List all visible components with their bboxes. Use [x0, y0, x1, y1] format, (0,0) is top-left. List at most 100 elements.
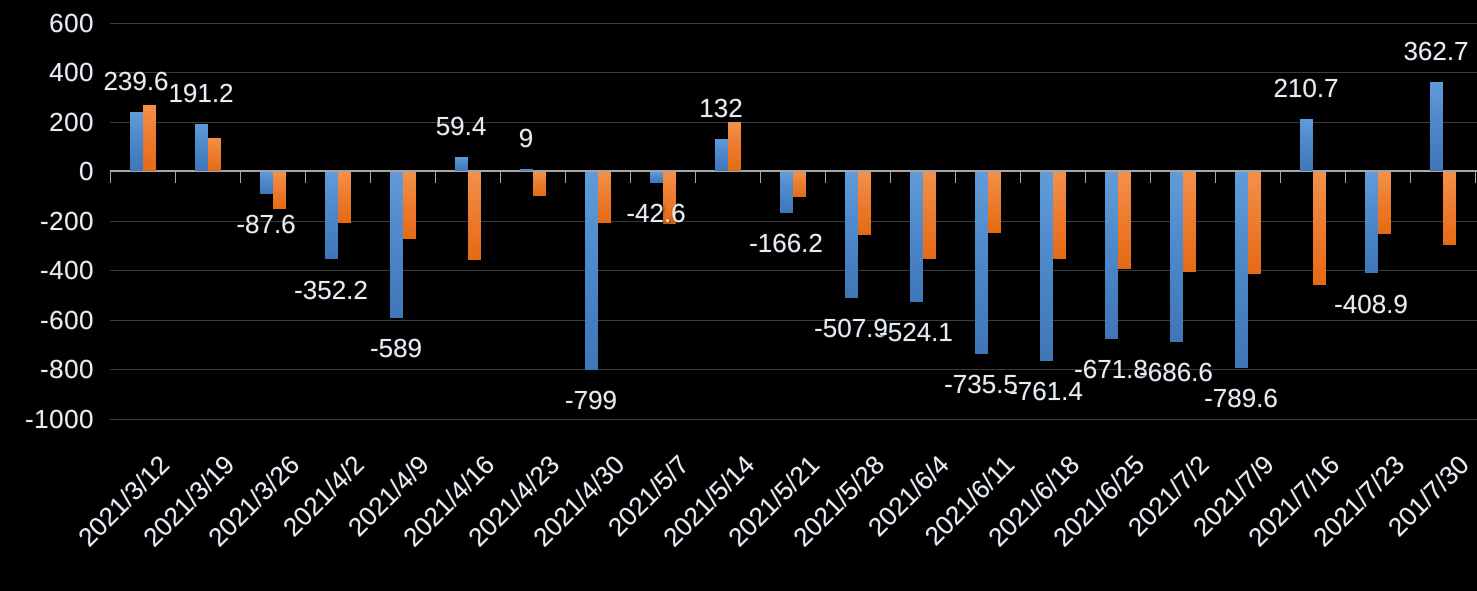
value-label: 59.4 [435, 110, 487, 141]
gridline--800 [110, 369, 1477, 371]
bar-blue-2021/4/23[interactable] [519, 169, 533, 172]
bar-blue-2021/6/25[interactable] [1104, 172, 1118, 339]
y-axis-label: -1000 [25, 403, 94, 434]
gridline--1000 [110, 418, 1477, 420]
value-label: 362.7 [1403, 35, 1469, 66]
bar-orange-2021/7/23[interactable] [1377, 172, 1391, 235]
bar-blue-2021/4/16[interactable] [454, 156, 468, 172]
bar-orange-2021/7/9[interactable] [1247, 172, 1261, 274]
bar-blue-2021/5/7[interactable] [649, 172, 663, 183]
value-label: 210.7 [1273, 73, 1339, 104]
bar-orange-2021/3/26[interactable] [272, 172, 286, 210]
x-axis-tick [1475, 171, 1476, 184]
value-label: 239.6 [103, 66, 169, 96]
gridline--200 [110, 220, 1477, 222]
y-axis-label: -400 [39, 255, 94, 286]
x-axis-tick [760, 171, 761, 184]
bar-orange-2021/4/16[interactable] [467, 172, 481, 261]
value-label: -589 [369, 333, 423, 364]
bar-orange-2021/6/18[interactable] [1052, 172, 1066, 259]
x-axis-tick [1020, 171, 1021, 184]
value-label: 191.2 [168, 78, 234, 108]
x-axis-tick [1215, 171, 1216, 184]
x-axis-tick [955, 171, 956, 184]
value-label: -42.6 [626, 197, 686, 228]
bar-blue-2021/7/2[interactable] [1169, 172, 1183, 343]
x-axis-tick [695, 171, 696, 184]
bar-orange-2021/3/19[interactable] [207, 137, 221, 172]
x-axis-tick [1410, 171, 1411, 184]
bar-orange-2021/6/4[interactable] [922, 172, 936, 259]
bar-orange-201/7/30[interactable] [1442, 172, 1456, 246]
y-axis-label: 600 [49, 7, 94, 38]
bar-blue-2021/6/18[interactable] [1039, 172, 1053, 361]
bar-orange-2021/5/7[interactable] [662, 172, 676, 225]
x-axis-tick [630, 171, 631, 184]
x-axis-tick [1345, 171, 1346, 184]
bar-blue-2021/3/12[interactable] [129, 112, 143, 172]
bar-orange-2021/4/9[interactable] [402, 172, 416, 240]
bar-orange-2021/4/23[interactable] [532, 172, 546, 196]
value-label: -166.2 [749, 228, 823, 259]
value-label: -789.6 [1204, 382, 1278, 413]
value-label: -352.2 [294, 274, 368, 305]
x-axis-tick [305, 171, 306, 184]
y-axis-label: 400 [49, 57, 94, 88]
y-axis-label: 0 [79, 156, 94, 187]
bar-blue-2021/5/21[interactable] [779, 172, 793, 214]
y-axis-label: -200 [39, 205, 94, 236]
value-label: -507.9 [814, 313, 888, 343]
x-axis-tick [1150, 171, 1151, 184]
bar-blue-2021/7/16[interactable] [1299, 119, 1313, 172]
x-axis-tick [825, 171, 826, 184]
bar-orange-2021/6/25[interactable] [1117, 172, 1131, 269]
bar-orange-2021/5/21[interactable] [792, 172, 806, 198]
value-label: -671.8 [1074, 353, 1148, 384]
x-axis-tick [1085, 171, 1086, 184]
x-axis-tick [1280, 171, 1281, 184]
bar-orange-2021/5/28[interactable] [857, 172, 871, 236]
x-axis-tick [175, 171, 176, 184]
bar-orange-2021/7/16[interactable] [1312, 172, 1326, 285]
bar-blue-2021/4/9[interactable] [389, 172, 403, 319]
x-axis-tick [565, 171, 566, 184]
bar-blue-2021/7/9[interactable] [1234, 172, 1248, 368]
bar-blue-2021/4/30[interactable] [584, 172, 598, 371]
x-axis-tick [110, 171, 111, 184]
value-label: -524.1 [879, 317, 953, 347]
value-label: -761.4 [1009, 375, 1083, 406]
value-label: -408.9 [1334, 288, 1408, 319]
gridline-600 [110, 22, 1477, 24]
bar-blue-201/7/30[interactable] [1429, 81, 1443, 172]
x-axis-tick [370, 171, 371, 184]
bar-blue-2021/6/11[interactable] [974, 172, 988, 355]
value-label: -735.5 [944, 369, 1018, 400]
bar-blue-2021/6/4[interactable] [909, 172, 923, 302]
bar-orange-2021/4/2[interactable] [337, 172, 351, 223]
bar-orange-2021/7/2[interactable] [1182, 172, 1196, 273]
bar-orange-2021/6/11[interactable] [987, 172, 1001, 233]
gridline--600 [110, 319, 1477, 321]
x-axis-tick [500, 171, 501, 184]
y-axis-label: 200 [49, 106, 94, 137]
bar-blue-2021/3/19[interactable] [194, 124, 208, 172]
bar-orange-2021/3/12[interactable] [142, 104, 156, 172]
value-label: 9 [518, 123, 534, 154]
value-label: -87.6 [236, 209, 296, 239]
y-axis-label: -800 [39, 354, 94, 385]
bar-blue-2021/5/14[interactable] [714, 138, 728, 172]
value-label: 132 [699, 92, 743, 123]
x-axis-tick [435, 171, 436, 184]
bar-blue-2021/5/28[interactable] [844, 172, 858, 298]
bar-blue-2021/3/26[interactable] [259, 172, 273, 194]
y-axis-label: -600 [39, 304, 94, 335]
gridline--400 [110, 270, 1477, 272]
x-axis-line [110, 170, 1477, 173]
bar-orange-2021/4/30[interactable] [597, 172, 611, 223]
bar-orange-2021/5/14[interactable] [727, 121, 741, 172]
bar-blue-2021/4/2[interactable] [324, 172, 338, 260]
bar-blue-2021/7/23[interactable] [1364, 172, 1378, 274]
gridline-200 [110, 121, 1477, 123]
value-label: -799 [564, 385, 618, 416]
